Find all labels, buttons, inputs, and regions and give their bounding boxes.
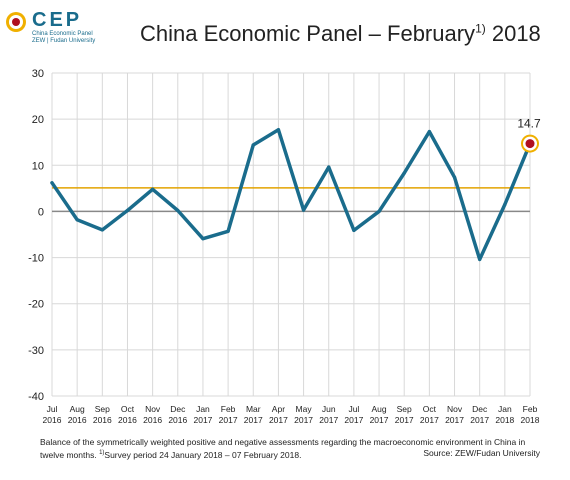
cep-logo-icon (6, 12, 26, 32)
x-tick-label-year: 2016 (68, 415, 87, 425)
footnote-mark: 1) (99, 450, 105, 456)
data-point (201, 237, 205, 241)
x-tick-label-month: Aug (371, 404, 386, 414)
y-tick-label: 20 (32, 114, 44, 126)
x-tick-label-month: Oct (121, 404, 135, 414)
latest-value-label: 14.7 (517, 117, 541, 131)
chart-title-footnote-mark: 1) (475, 21, 486, 36)
x-tick-label-year: 2016 (168, 415, 187, 425)
x-tick-label-month: Nov (145, 404, 161, 414)
cep-logo: CEP China Economic Panel ZEW | Fudan Uni… (4, 8, 124, 44)
data-point (75, 218, 79, 222)
survey-period: Survey period 24 January 2018 – 07 Febru… (104, 449, 302, 460)
data-point (377, 209, 381, 214)
y-tick-label: 0 (38, 206, 44, 218)
x-tick-label-year: 2017 (319, 415, 338, 425)
x-tick-label-year: 2017 (470, 415, 489, 425)
x-tick-label-year: 2016 (93, 415, 112, 425)
x-tick-label-year: 2018 (495, 415, 514, 425)
x-tick-label-month: Feb (523, 404, 538, 414)
x-tick-label-year: 2017 (370, 415, 389, 425)
data-point (50, 181, 54, 185)
logo-text: CEP (32, 9, 83, 31)
data-point (151, 187, 155, 191)
data-point (100, 228, 104, 232)
x-tick-label-month: Apr (272, 404, 285, 414)
y-tick-label: -30 (28, 345, 44, 357)
source-note: Source: ZEW/Fudan University (423, 448, 540, 458)
data-point (125, 208, 130, 213)
data-point (276, 128, 281, 132)
y-tick-label: -40 (28, 391, 44, 403)
x-tick-label-month: Nov (447, 404, 463, 414)
data-point (402, 171, 406, 175)
latest-value-marker-core (525, 139, 535, 149)
y-tick-label: 30 (32, 68, 44, 80)
y-tick-label: 10 (32, 160, 44, 172)
data-point (452, 175, 457, 179)
x-tick-label-month: Jan (196, 404, 210, 414)
x-tick-label-year: 2017 (193, 415, 212, 425)
x-tick-label-year: 2017 (344, 415, 363, 425)
footnote: Balance of the symmetrically weighted po… (40, 437, 550, 461)
logo-affiliation: ZEW | Fudan University (32, 38, 96, 44)
x-tick-label-year: 2017 (244, 415, 263, 425)
x-tick-label-month: Jun (322, 404, 336, 414)
data-point (251, 143, 255, 147)
data-point (176, 208, 180, 213)
data-point (352, 228, 356, 232)
x-tick-label-year: 2017 (395, 415, 414, 425)
x-tick-label-month: Jan (498, 404, 512, 414)
data-point (226, 229, 230, 233)
x-tick-label-month: Jul (348, 404, 359, 414)
logo-subtitle: China Economic Panel (32, 31, 93, 37)
x-tick-label-month: Aug (70, 404, 85, 414)
x-tick-label-year: 2016 (43, 415, 62, 425)
x-tick-label-month: Jul (47, 404, 58, 414)
x-tick-label-month: Mar (246, 404, 261, 414)
x-tick-label-month: Oct (423, 404, 437, 414)
data-point (301, 208, 306, 212)
x-tick-label-year: 2017 (269, 415, 288, 425)
chart-title-year: 2018 (485, 21, 541, 46)
series-line (50, 128, 532, 262)
x-tick-label-month: Dec (170, 404, 186, 414)
data-point (427, 130, 431, 134)
x-tick-label-year: 2017 (420, 415, 439, 425)
x-tick-label-month: Sep (95, 404, 110, 414)
data-point (503, 202, 507, 207)
x-tick-label-year: 2017 (294, 415, 313, 425)
y-tick-label: -20 (28, 299, 44, 311)
footnote-text: Balance of the symmetrically weighted po… (40, 437, 526, 460)
x-tick-label-year: 2017 (219, 415, 238, 425)
data-point (478, 257, 482, 262)
chart-title: China Economic Panel – February1) 2018 (140, 21, 541, 47)
x-tick-label-month: Feb (221, 404, 236, 414)
x-tick-label-month: Dec (472, 404, 488, 414)
x-tick-label-month: Sep (397, 404, 412, 414)
x-tick-label-year: 2016 (118, 415, 137, 425)
x-tick-label-year: 2016 (143, 415, 162, 425)
x-tick-label-year: 2017 (445, 415, 464, 425)
x-tick-label-year: 2018 (521, 415, 540, 425)
x-tick-label-month: May (296, 404, 313, 414)
chart-title-text: China Economic Panel – February (140, 21, 476, 46)
data-point (327, 165, 331, 169)
y-tick-label: -10 (28, 253, 44, 265)
